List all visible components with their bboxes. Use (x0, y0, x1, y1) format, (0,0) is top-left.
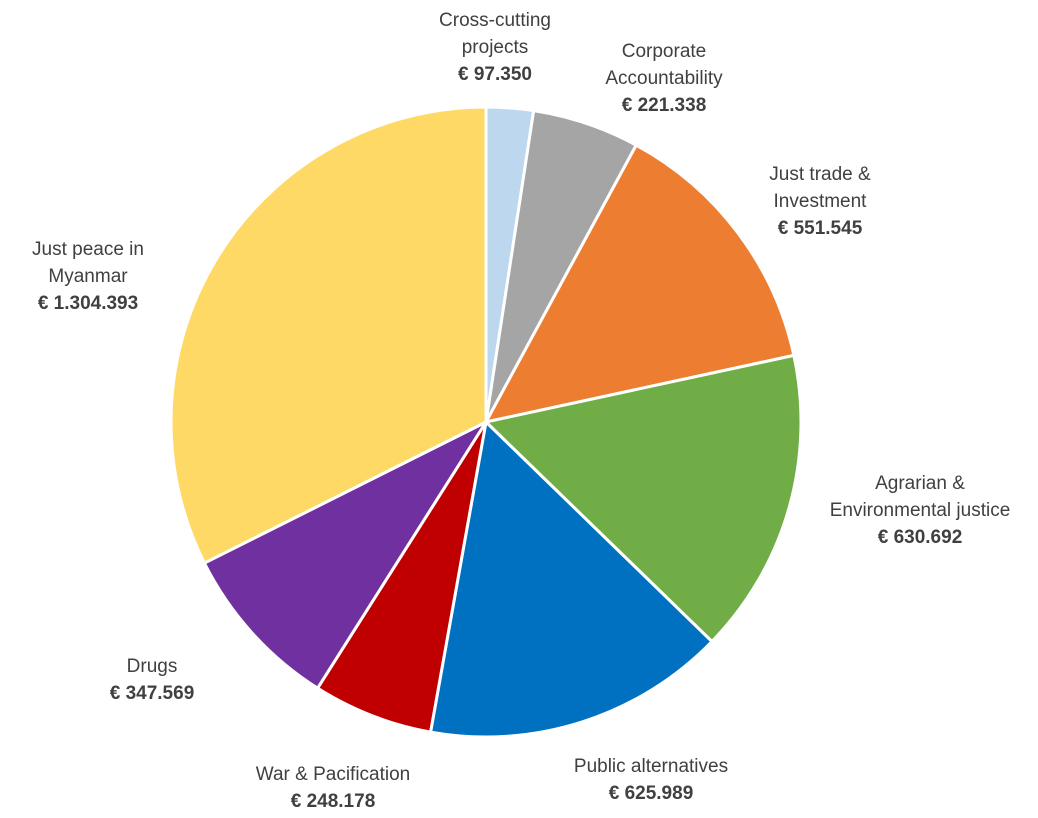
slice-label-2-line-2: Accountability (605, 68, 723, 89)
slice-value-label-3: € 551.545 (778, 218, 863, 239)
slice-label-8-line-2: Myanmar (48, 266, 128, 287)
slice-label-1-line-1: Cross-cutting (439, 10, 551, 31)
slice-label-3-line-1: Just trade & (769, 164, 871, 185)
slice-label-8-line-1: Just peace in (32, 239, 144, 260)
pie-slice-5 (429, 420, 714, 739)
pie-slice-3 (484, 143, 796, 424)
pie-slice-6 (316, 420, 488, 734)
pie-labels: Cross-cutting projects € 97.350 Corporate Ac… (32, 10, 1010, 812)
pie-slice-7 (202, 420, 488, 690)
slice-label-7-line-1: Drugs (127, 656, 178, 677)
pie-slice-4 (484, 353, 803, 644)
slice-value-label-2: € 221.338 (622, 95, 707, 116)
slice-label-5-line-1: Public alternatives (574, 756, 728, 777)
pie-slice-8 (169, 105, 488, 565)
slice-value-label-6: € 248.178 (291, 791, 376, 812)
slice-label-4-line-1: Agrarian & (875, 473, 965, 494)
slice-value-label-7: € 347.569 (110, 683, 195, 704)
slice-value-label-1: € 97.350 (458, 64, 532, 85)
slice-label-6-line-1: War & Pacification (256, 764, 411, 785)
slice-label-4-line-2: Environmental justice (830, 500, 1011, 521)
slice-value-label-8: € 1.304.393 (38, 293, 138, 314)
slice-value-label-5: € 625.989 (609, 783, 694, 804)
slice-label-1-line-2: projects (462, 37, 529, 58)
slice-label-2-line-1: Corporate (622, 41, 707, 62)
pie-slices (169, 105, 803, 739)
slice-label-3-line-2: Investment (774, 191, 868, 212)
slice-value-label-4: € 630.692 (878, 527, 963, 548)
